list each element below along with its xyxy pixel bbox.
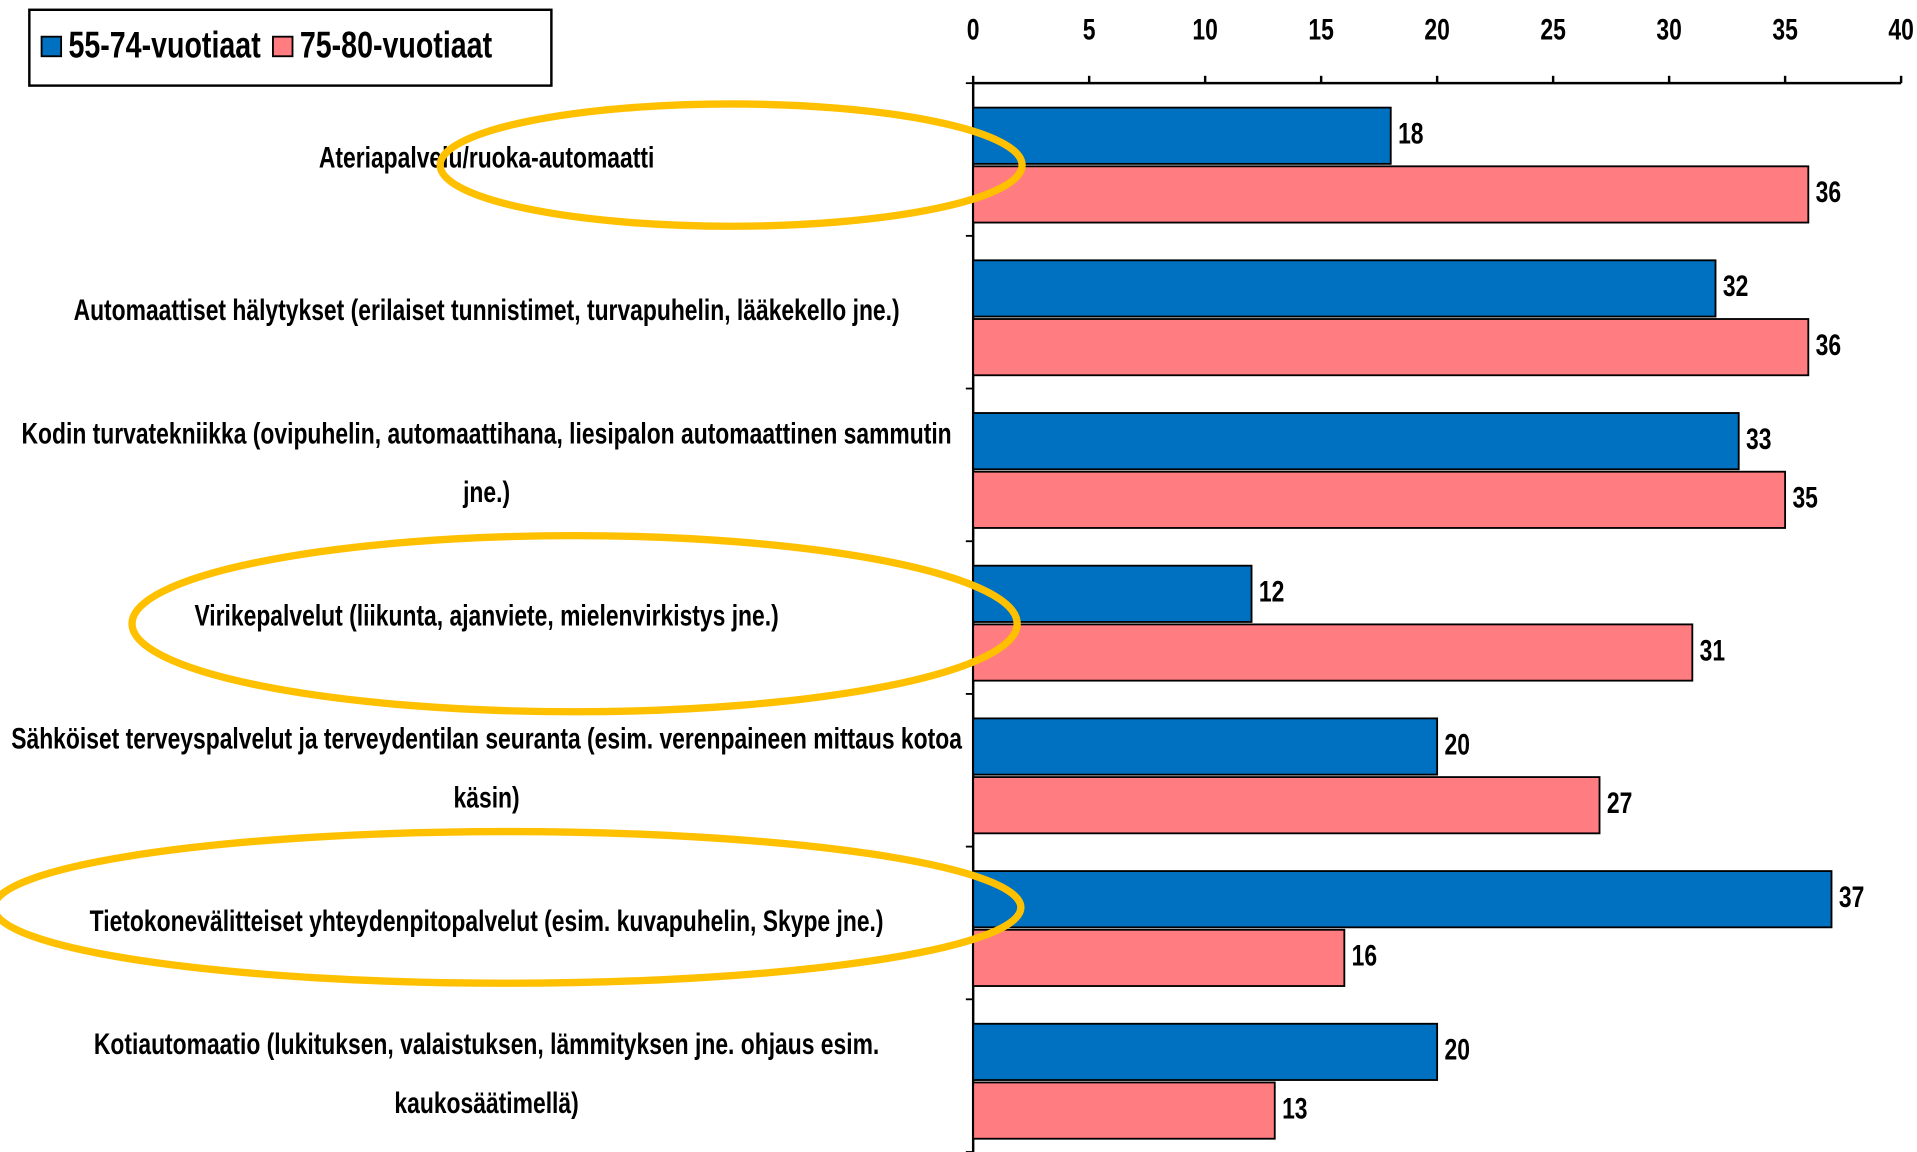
x-tick-label: 15 [1308, 13, 1333, 46]
highlight-ellipse [128, 531, 1021, 716]
bar [972, 717, 1439, 776]
category-label: Ateriapalvelu/ruoka-automaatti [319, 140, 655, 173]
category-label: Kotiautomaatio (lukituksen, valaistuksen… [94, 1027, 879, 1119]
bar [972, 1022, 1439, 1081]
bar [972, 259, 1717, 318]
legend-label: 55-74-vuotiaat [68, 24, 260, 65]
bar [972, 165, 1810, 224]
bar [972, 776, 1601, 835]
bar [972, 470, 1787, 529]
bar [972, 412, 1740, 471]
category-label: Virikepalvelut (liikunta, ajanviete, mie… [194, 599, 778, 632]
data-label: 13 [1282, 1092, 1307, 1125]
data-label: 35 [1792, 481, 1817, 514]
highlight-ellipse [436, 100, 1026, 230]
category-label: Kodin turvatekniikka (ovipuhelin, automa… [22, 417, 952, 509]
data-label: 33 [1746, 422, 1771, 455]
data-label: 16 [1352, 939, 1377, 972]
bar [972, 318, 1810, 377]
data-label: 20 [1444, 728, 1469, 761]
bar [972, 928, 1346, 987]
data-label: 20 [1444, 1033, 1469, 1066]
data-label: 12 [1259, 575, 1284, 608]
data-label: 36 [1816, 175, 1841, 208]
bar [972, 106, 1392, 165]
x-tick-label: 20 [1424, 13, 1449, 46]
x-tick-label: 35 [1772, 13, 1797, 46]
data-label: 37 [1839, 880, 1864, 913]
legend-label: 75-80-vuotiaat [300, 24, 492, 65]
x-tick-label: 40 [1888, 13, 1913, 46]
category-label: Automaattiset hälytykset (erilaiset tunn… [74, 293, 900, 326]
bar [972, 564, 1253, 623]
x-tick-label: 0 [967, 13, 980, 46]
data-label: 36 [1816, 328, 1841, 361]
highlight-ellipse [0, 827, 1025, 987]
x-tick-label: 10 [1192, 13, 1217, 46]
bar [972, 870, 1833, 929]
legend-swatch [40, 35, 63, 58]
data-label: 27 [1607, 786, 1632, 819]
data-label: 31 [1700, 634, 1725, 667]
data-label: 18 [1398, 117, 1423, 150]
x-tick-label: 5 [1083, 13, 1096, 46]
bar [972, 623, 1694, 682]
x-tick-label: 30 [1656, 13, 1681, 46]
legend-swatch [272, 35, 294, 58]
data-label: 32 [1723, 269, 1748, 302]
x-tick-label: 25 [1540, 13, 1565, 46]
category-label: Sähköiset terveyspalvelut ja terveydenti… [11, 722, 962, 814]
bar [972, 1081, 1276, 1140]
category-label: Tietokonevälitteiset yhteydenpitopalvelu… [90, 904, 884, 937]
